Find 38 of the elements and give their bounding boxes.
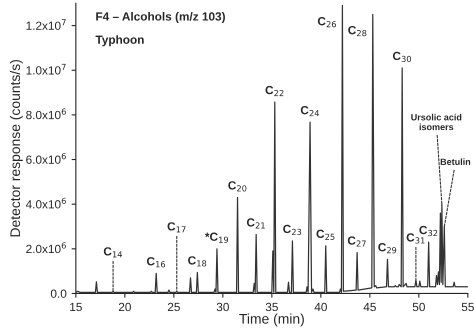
annotation: C$_{18}$ bbox=[188, 256, 206, 267]
x-tick-label: 25 bbox=[168, 302, 180, 312]
text: Typhoon bbox=[96, 35, 144, 46]
annotation: C$_{21}$ bbox=[246, 218, 265, 228]
x-axis-title: Time (min) bbox=[239, 314, 304, 326]
annotation: Ursolic acid isomers bbox=[411, 114, 462, 130]
annotation: C$_{17}$ bbox=[168, 222, 186, 232]
text: F4 – Alcohols (m/z 103) bbox=[96, 12, 225, 23]
annotation: C$_{24}$ bbox=[300, 106, 320, 116]
y-tick-label: 6.0x10$^{6}$ bbox=[26, 153, 66, 164]
x-tick-label: 20 bbox=[118, 302, 131, 312]
annotation: C$_{20}$ bbox=[228, 181, 246, 192]
x-tick-label: 45 bbox=[364, 302, 376, 312]
annotation: C$_{22}$ bbox=[266, 86, 284, 96]
x-tick-label: 35 bbox=[266, 302, 278, 312]
annotation: C$_{14}$ bbox=[104, 247, 122, 258]
x-tick-label: 15 bbox=[70, 302, 82, 312]
annotation: Betulin bbox=[440, 158, 470, 165]
x-tick-label: 55 bbox=[462, 302, 474, 312]
annotation: C$_{25}$ bbox=[316, 230, 334, 240]
x-tick-label: 30 bbox=[216, 302, 229, 312]
y-tick-label: 1.0x10$^{7}$ bbox=[26, 64, 66, 75]
y-tick-label: 0.0 bbox=[50, 290, 66, 298]
x-tick-label: 40 bbox=[314, 302, 327, 312]
annotation: C$_{28}$ bbox=[348, 26, 366, 36]
annotation: C$_{26}$ bbox=[318, 17, 336, 28]
annotation: C$_{27}$ bbox=[348, 236, 366, 247]
annotation: *C$_{19}$ bbox=[204, 232, 228, 243]
y-tick-label: 1.2x10$^{7}$ bbox=[26, 19, 66, 30]
annotation: C$_{16}$ bbox=[146, 257, 166, 268]
annotation: C$_{29}$ bbox=[378, 243, 396, 254]
y-tick-label: 2.0x10$^{6}$ bbox=[26, 242, 66, 254]
annotation: C$_{23}$ bbox=[283, 224, 302, 236]
y-tick-label: 4.0x10$^{6}$ bbox=[26, 198, 66, 208]
y-tick-label: 8.0x10$^{6}$ bbox=[26, 108, 66, 120]
annotation: C$_{30}$ bbox=[392, 52, 412, 62]
x-tick-label: 50 bbox=[412, 302, 425, 312]
y-axis-title: Detector response (counts/s) bbox=[10, 60, 23, 236]
